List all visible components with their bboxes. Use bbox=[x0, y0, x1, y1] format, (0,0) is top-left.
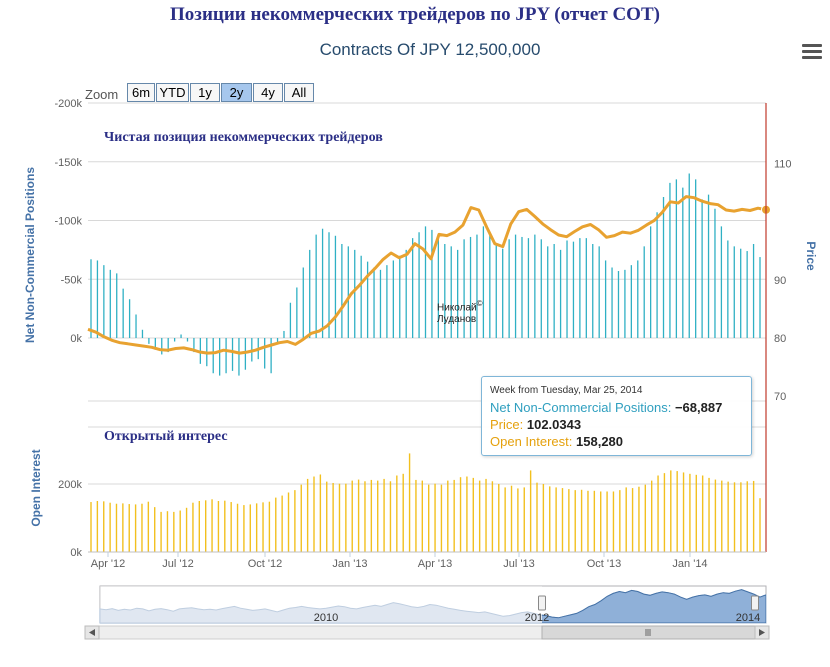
navigator-label: 2012 bbox=[525, 612, 549, 624]
x-tick-label: Jul '12 bbox=[162, 558, 193, 570]
tooltip-net-label: Net Non-Commercial Positions: bbox=[490, 400, 672, 415]
price-axis-title: Price bbox=[804, 241, 818, 271]
copyright-sign: © bbox=[476, 299, 483, 308]
tooltip-price-value: 102.0343 bbox=[526, 417, 582, 432]
x-tick-label: Apr '12 bbox=[91, 558, 126, 570]
oi-y-tick-label: 0k bbox=[70, 547, 82, 559]
author-watermark: Николай© Луданов bbox=[437, 298, 483, 326]
price-y-tick-label: 90 bbox=[774, 275, 786, 287]
oi-y-tick-label: 200k bbox=[58, 479, 82, 491]
menu-bar bbox=[802, 44, 822, 47]
net-axis-title: Net Non-Commercial Positions bbox=[23, 167, 37, 343]
chart-tooltip: Week from Tuesday, Mar 25, 2014 Net Non-… bbox=[481, 376, 752, 456]
net-y-tick-label: -50k bbox=[61, 274, 83, 286]
navigator-selected-area bbox=[542, 589, 766, 623]
watermark-first-name: Николай bbox=[437, 302, 477, 314]
arrow-right-icon bbox=[759, 629, 765, 636]
net-y-tick-label: 0k bbox=[70, 333, 82, 345]
price-y-tick-label: 70 bbox=[774, 391, 786, 403]
arrow-left-icon bbox=[89, 629, 95, 636]
x-tick-label: Jan '13 bbox=[332, 558, 367, 570]
net-y-tick-label: -150k bbox=[54, 157, 82, 169]
tooltip-price-row: Price: 102.0343 bbox=[490, 416, 743, 433]
navigator-label: 2010 bbox=[314, 612, 338, 624]
tooltip-price-label: Price: bbox=[490, 417, 524, 432]
zoom-6m-button[interactable]: 6m bbox=[127, 83, 155, 102]
x-tick-label: Apr '13 bbox=[418, 558, 453, 570]
x-tick-label: Jan '14 bbox=[672, 558, 707, 570]
tooltip-net-value: −68,887 bbox=[674, 400, 723, 415]
price-y-tick-label: 80 bbox=[774, 333, 786, 345]
net-y-tick-label: -100k bbox=[54, 216, 82, 228]
watermark-last-name: Луданов bbox=[437, 314, 477, 326]
open-interest-annotation: Открытый интерес bbox=[104, 429, 228, 444]
net-position-annotation: Чистая позиция некоммерческих трейдеров bbox=[104, 130, 383, 145]
tooltip-oi-value: 158,280 bbox=[576, 434, 624, 449]
hamburger-menu-icon[interactable] bbox=[802, 44, 822, 62]
price-line bbox=[87, 195, 767, 355]
zoom-label: Zoom bbox=[85, 87, 119, 102]
page-heading: Позиции некоммерческих трейдеров по JPY … bbox=[170, 4, 660, 25]
x-tick-label: Jul '13 bbox=[503, 558, 534, 570]
zoom-all-button[interactable]: All bbox=[284, 83, 314, 102]
zoom-1y-button[interactable]: 1y bbox=[190, 83, 220, 102]
chart-subtitle: Contracts Of JPY 12,500,000 bbox=[319, 40, 541, 59]
navigator-handle[interactable] bbox=[751, 595, 759, 611]
price-y-tick-label: 110 bbox=[774, 158, 792, 170]
net-y-tick-label: -200k bbox=[54, 98, 82, 110]
zoom-2y-button[interactable]: 2y bbox=[221, 83, 252, 102]
tooltip-oi-row: Open Interest: 158,280 bbox=[490, 433, 743, 450]
x-tick-label: Oct '13 bbox=[587, 558, 622, 570]
zoom-ytd-button[interactable]: YTD bbox=[156, 83, 189, 102]
zoom-4y-button[interactable]: 4y bbox=[253, 83, 283, 102]
tooltip-oi-label: Open Interest: bbox=[490, 434, 573, 449]
navigator-label: 2014 bbox=[736, 612, 760, 624]
menu-bar bbox=[802, 50, 822, 53]
oi-axis-title: Open Interest bbox=[29, 449, 43, 526]
menu-bar bbox=[802, 56, 822, 59]
navigator-mask bbox=[100, 586, 542, 623]
navigator-handle[interactable] bbox=[538, 595, 546, 611]
tooltip-header: Week from Tuesday, Mar 25, 2014 bbox=[490, 385, 643, 396]
x-tick-label: Oct '12 bbox=[248, 558, 283, 570]
tooltip-net-row: Net Non-Commercial Positions: −68,887 bbox=[490, 399, 743, 416]
